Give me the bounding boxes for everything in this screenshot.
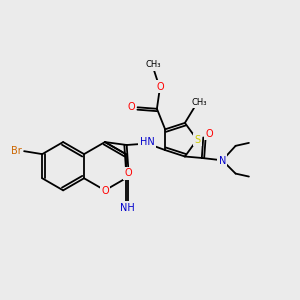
Text: O: O	[125, 168, 133, 178]
Text: O: O	[206, 129, 214, 139]
Text: S: S	[195, 135, 201, 145]
Text: NH: NH	[120, 203, 135, 213]
Text: O: O	[157, 82, 164, 92]
Text: Br: Br	[11, 146, 21, 156]
Text: CH₃: CH₃	[192, 98, 207, 107]
Text: HN: HN	[140, 137, 154, 147]
Text: CH₃: CH₃	[146, 60, 161, 69]
Text: O: O	[101, 186, 109, 196]
Text: O: O	[127, 102, 135, 112]
Text: N: N	[219, 156, 226, 166]
